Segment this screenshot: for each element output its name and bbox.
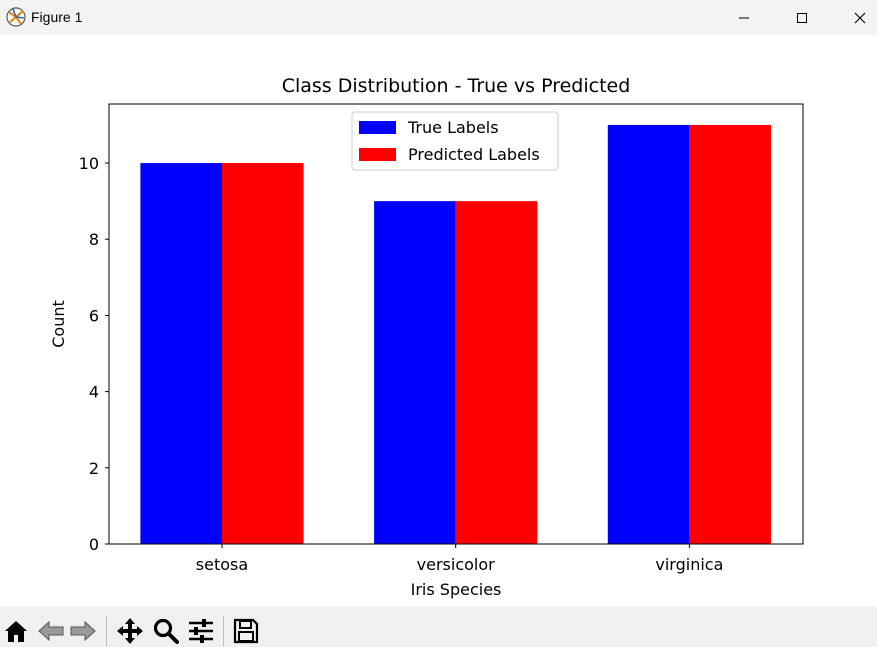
chart-title: Class Distribution - True vs Predicted [282,75,631,97]
x-axis-label: Iris Species [411,580,502,599]
y-axis-label: Count [49,300,68,348]
maximize-icon [797,12,807,23]
legend-box [351,111,559,171]
legend-label: True Labels [407,118,499,137]
minimize-icon [739,17,749,18]
forward-arrow-icon [70,620,96,642]
toolbar-separator [223,616,224,646]
legend-swatch [359,121,396,134]
save-disk-icon [233,618,259,644]
back-arrow-icon [38,620,64,642]
pan-button[interactable] [116,617,144,645]
figure-canvas: 0 2 4 6 8 10 setosa versicolor virginica Class Di… [0,35,877,606]
bar-virginica-true [607,124,690,544]
bar-virginica-predicted [689,124,771,544]
y-tick-label: 10 [79,154,99,173]
bar-versicolor-true [374,201,456,544]
save-button[interactable] [232,617,260,645]
y-tick-label: 8 [89,230,99,249]
bar-versicolor-predicted [455,201,538,544]
maximize-button[interactable] [779,0,825,35]
back-button[interactable] [37,617,65,645]
home-icon [5,621,27,642]
legend-label: Predicted Labels [408,145,540,164]
y-tick-label: 6 [89,306,99,325]
bar-setosa-predicted [222,163,304,545]
y-tick-label: 0 [89,535,99,554]
zoom-magnifier-icon [153,618,179,644]
zoom-button[interactable] [152,617,180,645]
x-tick-label: setosa [196,555,248,574]
bar-chart: 0 2 4 6 8 10 setosa versicolor virginica Class Di… [49,75,804,599]
forward-button[interactable] [69,617,97,645]
legend-swatch [359,148,396,161]
window-titlebar: Figure 1 [0,0,877,35]
y-tick-label: 2 [89,459,99,478]
matplotlib-logo-icon [5,6,27,28]
close-icon [854,12,866,23]
close-button[interactable] [837,0,877,35]
configure-subplots-button[interactable] [187,617,215,645]
toolbar-separator [106,616,107,646]
y-tick-label: 4 [89,383,99,402]
navigation-toolbar [0,606,877,647]
home-button[interactable] [2,617,30,645]
configure-subplots-icon [189,619,213,643]
x-tick-label: virginica [655,555,723,574]
window-title: Figure 1 [31,9,83,25]
bar-setosa-true [140,163,222,545]
x-tick-label: versicolor [417,555,495,574]
minimize-button[interactable] [721,0,767,35]
pan-move-icon [117,618,143,644]
